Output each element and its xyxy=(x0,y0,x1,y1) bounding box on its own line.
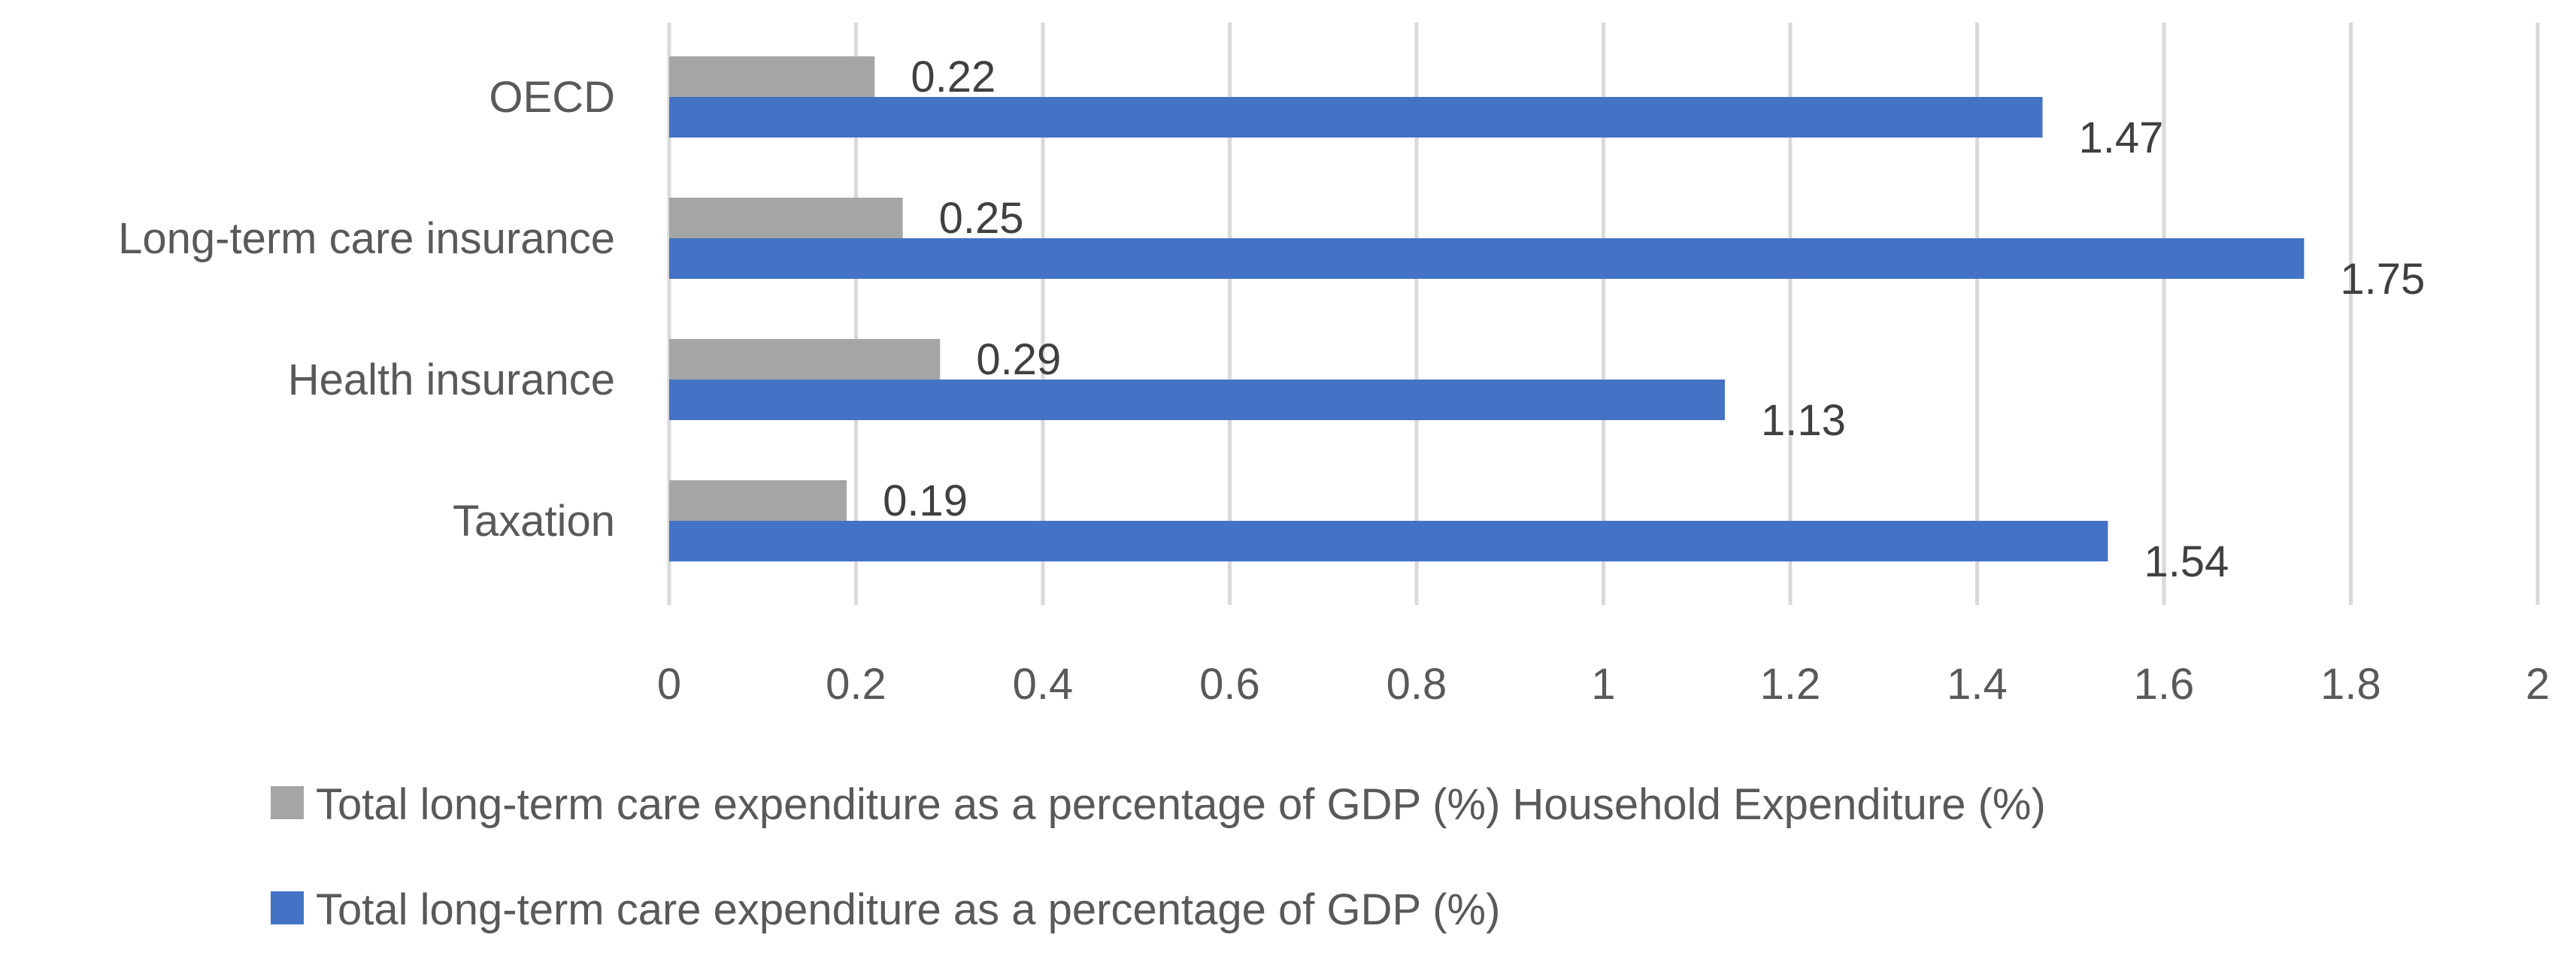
category-labels: OECD Long-term care insurance Health insur… xyxy=(118,73,615,546)
category-label: OECD xyxy=(489,73,615,122)
legend-entry: Total long-term care expenditure as a pe… xyxy=(316,780,2046,829)
x-tick-label: 1 xyxy=(1591,660,1615,709)
data-label: 0.29 xyxy=(976,335,1061,384)
bars: 0.22 1.47 0.25 1.75 0.29 1.13 0.19 1.54 xyxy=(669,53,2425,586)
x-tick-label: 0.2 xyxy=(826,660,886,709)
x-tick-label: 2 xyxy=(2526,660,2550,709)
x-tick-label: 0.8 xyxy=(1386,660,1447,709)
data-label: 0.25 xyxy=(939,194,1024,243)
bar xyxy=(669,480,847,521)
legend-swatch xyxy=(271,891,304,924)
data-label: 0.22 xyxy=(911,53,996,101)
x-tick-label: 0 xyxy=(657,660,681,709)
category-label: Taxation xyxy=(453,497,615,546)
x-tick-label: 0.6 xyxy=(1199,660,1260,709)
legend-entry: Total long-term care expenditure as a pe… xyxy=(316,885,1500,934)
category-label: Health insurance xyxy=(288,355,615,404)
bar xyxy=(669,521,2108,561)
bar xyxy=(669,238,2305,279)
data-label: 0.19 xyxy=(883,476,968,525)
x-tick-label: 1.2 xyxy=(1760,660,1821,709)
bar xyxy=(669,56,875,97)
bar xyxy=(669,380,1726,420)
category-label: Long-term care insurance xyxy=(118,214,615,263)
x-tick-label: 1.6 xyxy=(2134,660,2195,709)
data-label: 1.47 xyxy=(2078,113,2163,162)
x-axis-tick-labels: 0 0.2 0.4 0.6 0.8 1 1.2 1.4 1.6 1.8 2 xyxy=(657,660,2550,709)
data-label: 1.54 xyxy=(2144,537,2229,586)
bar xyxy=(669,97,2043,138)
bar xyxy=(669,198,903,238)
x-tick-label: 0.4 xyxy=(1013,660,1074,709)
x-tick-label: 1.4 xyxy=(1947,660,2008,709)
data-label: 1.13 xyxy=(1761,396,1846,445)
bar xyxy=(669,339,941,380)
data-label: 1.75 xyxy=(2340,255,2425,304)
x-tick-label: 1.8 xyxy=(2320,660,2381,709)
legend: Total long-term care expenditure as a pe… xyxy=(271,780,2046,934)
legend-swatch xyxy=(271,786,304,819)
